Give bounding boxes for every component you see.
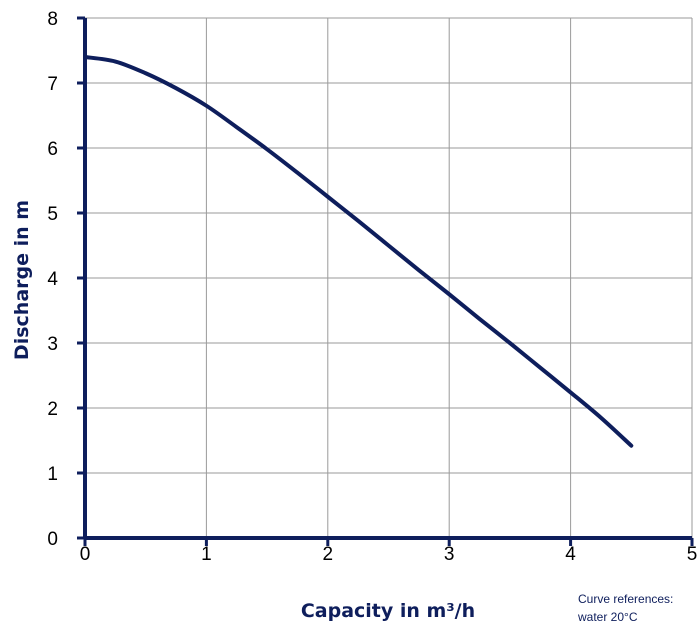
curve-layer xyxy=(85,57,631,446)
y-tick-label: 3 xyxy=(47,334,58,355)
x-tick-labels: 0 1 2 3 4 5 xyxy=(80,544,697,565)
y-tick-label: 6 xyxy=(47,139,58,160)
pump-curve-line xyxy=(85,57,631,446)
x-axis-title: Capacity in m³/h xyxy=(301,600,475,622)
curve-reference-note: Curve references: xyxy=(578,592,673,606)
grid-lines xyxy=(85,18,692,538)
y-tick-label: 8 xyxy=(47,9,58,30)
x-tick-label: 0 xyxy=(80,544,91,565)
y-tick-label: 2 xyxy=(47,399,58,420)
y-tick-labels: 0 1 2 3 4 5 6 7 8 xyxy=(47,9,58,550)
y-tick-label: 0 xyxy=(47,529,58,550)
axes xyxy=(77,18,692,546)
x-tick-label: 4 xyxy=(565,544,576,565)
x-tick-label: 2 xyxy=(323,544,334,565)
x-tick-label: 5 xyxy=(687,544,697,565)
y-tick-label: 1 xyxy=(47,464,58,485)
y-tick-label: 4 xyxy=(47,269,58,290)
y-tick-label: 7 xyxy=(47,74,58,95)
x-tick-label: 1 xyxy=(201,544,212,565)
y-axis-title: Discharge in m xyxy=(11,200,33,360)
y-tick-label: 5 xyxy=(47,204,58,225)
curve-reference-medium: water 20°C xyxy=(577,610,638,624)
x-tick-label: 3 xyxy=(444,544,455,565)
